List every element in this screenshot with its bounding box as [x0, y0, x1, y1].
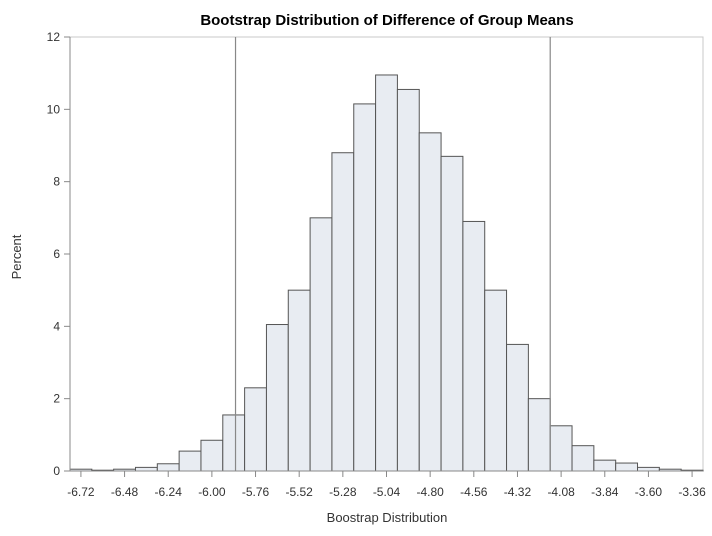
histogram-bar [134, 466, 158, 472]
x-tick-label: -3.60 [635, 485, 663, 499]
histogram-bar [156, 463, 180, 472]
histogram-bar [200, 439, 224, 472]
x-axis-label: Boostrap Distribution [327, 510, 448, 525]
histogram-bar [353, 103, 377, 472]
histogram-bar [440, 155, 464, 472]
y-axis: 0 2 4 6 8 10 12 [47, 30, 71, 478]
histogram-bar [637, 466, 660, 472]
y-tick-label: 0 [53, 464, 60, 478]
x-tick-label: -4.80 [416, 485, 444, 499]
x-tick-label: -5.04 [373, 485, 401, 499]
x-tick-label: -4.56 [460, 485, 488, 499]
x-tick-label: -5.52 [286, 485, 314, 499]
histogram-bar [484, 289, 508, 472]
histogram-bar [396, 88, 420, 472]
y-tick-label: 12 [47, 30, 61, 44]
x-tick-label: -6.24 [155, 485, 183, 499]
histogram-bar [615, 462, 639, 472]
histogram-bar [418, 132, 442, 472]
histogram-bar [571, 445, 595, 472]
chart-title: Bootstrap Distribution of Difference of … [200, 12, 573, 29]
histogram-bar [265, 324, 289, 472]
x-tick-label: -3.36 [678, 485, 706, 499]
histogram-bar [331, 152, 355, 472]
y-tick-label: 10 [47, 102, 61, 116]
x-tick-label: -6.48 [111, 485, 139, 499]
x-tick-label: -3.84 [591, 485, 619, 499]
histogram-bars [69, 74, 704, 472]
x-tick-label: -4.08 [547, 485, 575, 499]
y-tick-label: 8 [53, 175, 60, 189]
y-tick-label: 4 [53, 319, 60, 333]
histogram-bar [593, 459, 617, 472]
histogram-bar [178, 450, 202, 472]
histogram-bar [309, 217, 333, 472]
x-tick-label: -6.00 [198, 485, 226, 499]
histogram-bar [222, 414, 246, 472]
histogram-bar [375, 74, 398, 472]
y-tick-label: 6 [53, 247, 60, 261]
x-tick-label: -4.32 [504, 485, 532, 499]
y-tick-label: 2 [53, 392, 60, 406]
reference-lines [234, 37, 551, 471]
y-axis-label: Percent [9, 234, 24, 279]
x-tick-label: -5.76 [242, 485, 270, 499]
histogram-bar [244, 387, 267, 472]
histogram-bar [527, 398, 551, 472]
histogram-bar [549, 425, 573, 472]
histogram-bar [506, 343, 529, 472]
histogram-bar [462, 220, 486, 472]
x-tick-label: -6.72 [67, 485, 95, 499]
x-tick-label: -5.28 [329, 485, 357, 499]
x-axis: -6.72 -6.48 -6.24 -6.00 -5.76 -5.52 -5.28 -5.04… [67, 470, 706, 499]
histogram-bar [287, 289, 311, 472]
